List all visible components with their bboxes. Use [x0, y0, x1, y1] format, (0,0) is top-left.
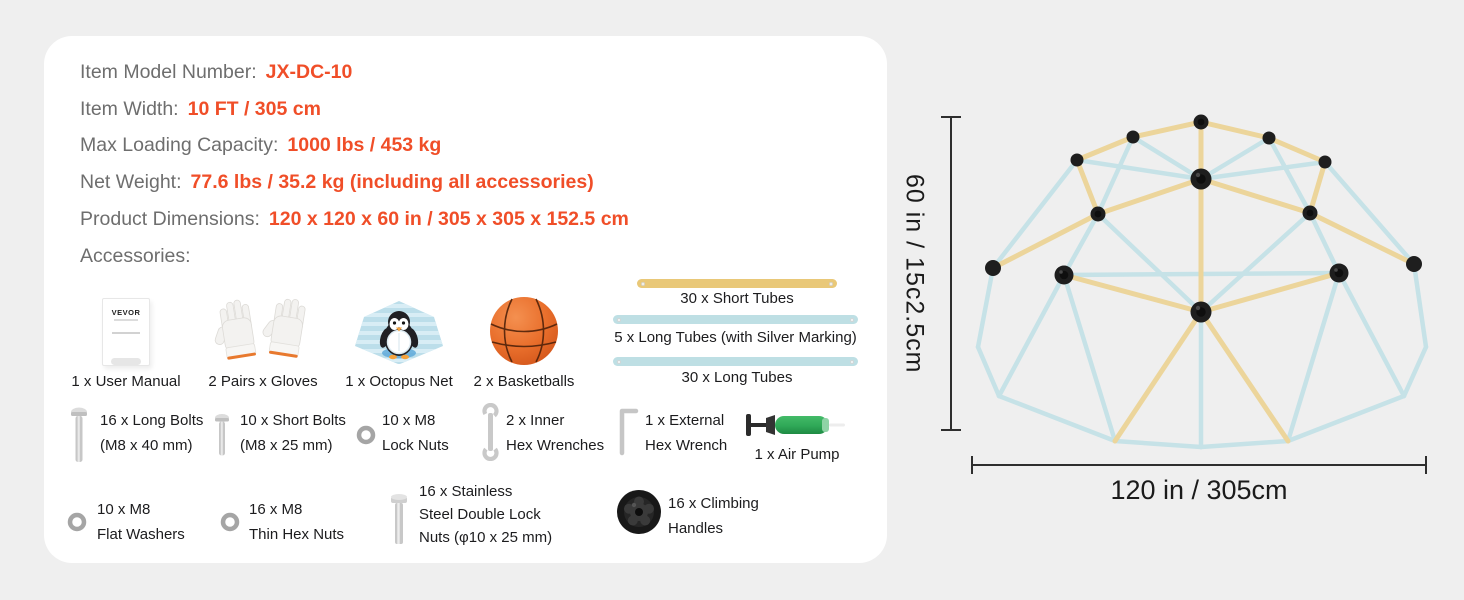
- thin-hex-nut-icon: [220, 512, 240, 532]
- width-dim-cap-right: [1425, 456, 1427, 474]
- spec-row-dimensions: Product Dimensions: 120 x 120 x 60 in / …: [80, 201, 629, 238]
- climbing-handle-icon: [617, 490, 661, 534]
- penguin: [379, 311, 419, 360]
- accessory-label: 1 x Octopus Net: [345, 373, 453, 390]
- double-lock-nuts-label: 16 x Stainless Steel Double Lock Nuts (φ…: [419, 483, 553, 546]
- blue-struts: [975, 134, 1429, 450]
- flat-washer-icon: [67, 512, 87, 532]
- tube-label-silver: 5 x Long Tubes (with Silver Marking): [614, 329, 857, 346]
- spec-value: JX-DC-10: [265, 60, 353, 83]
- accessory-basketballs: 2 x Basketballs: [454, 290, 594, 390]
- spec-card: [44, 36, 887, 563]
- width-dim-label: 120 in / 305cm: [1110, 475, 1288, 505]
- external-hex-wrench-label: 1 x External Hex Wrench: [645, 412, 728, 454]
- short-bolts-label: 10 x Short Bolts (M8 x 25 mm): [240, 412, 346, 454]
- hub-connectors: [985, 114, 1422, 323]
- vevor-logo: VEVOR: [111, 308, 141, 317]
- accessory-user-manual: VEVOR 1 x User Manual: [56, 290, 196, 390]
- spec-row-weight: Net Weight: 77.6 lbs / 35.2 kg (includin…: [80, 164, 629, 201]
- long-tube-silver-icon: [613, 315, 858, 324]
- climbing-dome-illustration: [975, 114, 1429, 450]
- tube-label-short: 30 x Short Tubes: [680, 290, 794, 307]
- hex-key-icon: [619, 408, 639, 456]
- spec-row-width: Item Width: 10 FT / 305 cm: [80, 91, 629, 128]
- basketball-icon: [490, 297, 558, 365]
- width-dim-line: [971, 464, 1427, 466]
- spec-label: Item Model Number:: [80, 60, 257, 83]
- accessory-octopus-net: 1 x Octopus Net: [329, 290, 469, 390]
- height-dim-cap-bottom: [941, 429, 961, 431]
- hex-wrench-icon: [482, 403, 499, 461]
- short-bolt-icon: [215, 414, 229, 456]
- spec-label: Max Loading Capacity:: [80, 134, 279, 157]
- spec-label: Item Width:: [80, 97, 179, 120]
- long-tube-icon: [613, 357, 858, 366]
- spec-value: 1000 lbs / 453 kg: [287, 134, 442, 157]
- accessory-label: 2 x Basketballs: [473, 373, 575, 390]
- spec-value: 10 FT / 305 cm: [187, 97, 321, 120]
- spec-label: Product Dimensions:: [80, 208, 260, 231]
- accessory-label: 1 x User Manual: [71, 373, 181, 390]
- air-pump-icon: [746, 414, 845, 436]
- user-manual-icon: VEVOR: [102, 298, 150, 366]
- double-lock-nut-icon: [391, 494, 407, 544]
- accessory-label: 2 Pairs x Gloves: [208, 373, 318, 390]
- spec-value: 77.6 lbs / 35.2 kg (including all access…: [190, 171, 594, 194]
- flat-washers-label: 10 x M8 Flat Washers: [97, 501, 185, 543]
- lock-nuts-label: 10 x M8 Lock Nuts: [382, 412, 449, 454]
- climbing-handles-label: 16 x Climbing Handles: [668, 495, 759, 537]
- accessories-title: Accessories:: [80, 244, 191, 267]
- air-pump-label: 1 x Air Pump: [754, 446, 840, 463]
- thin-hex-nuts-label: 16 x M8 Thin Hex Nuts: [249, 501, 345, 543]
- octopus-net-icon: [355, 301, 443, 364]
- gloves-icon: [212, 294, 307, 363]
- accessory-gloves: 2 Pairs x Gloves: [193, 290, 333, 390]
- long-bolts-label: 16 x Long Bolts (M8 x 40 mm): [100, 412, 204, 454]
- height-dim-label: 60 in / 15c2.5cm: [900, 174, 929, 374]
- short-tube-icon: [637, 279, 837, 288]
- spec-row-model: Item Model Number: JX-DC-10: [80, 54, 629, 91]
- spec-row-capacity: Max Loading Capacity: 1000 lbs / 453 kg: [80, 128, 629, 165]
- long-bolt-icon: [71, 407, 87, 462]
- height-dim-line: [950, 117, 952, 431]
- tube-label-long: 30 x Long Tubes: [681, 369, 793, 386]
- yellow-struts: [990, 119, 1417, 444]
- lock-nut-icon: [356, 425, 376, 445]
- inner-hex-wrenches-label: 2 x Inner Hex Wrenches: [506, 412, 605, 454]
- spec-list: Item Model Number: JX-DC-10 Item Width: …: [80, 54, 629, 275]
- spec-value: 120 x 120 x 60 in / 305 x 305 x 152.5 cm: [268, 208, 629, 231]
- spec-label: Net Weight:: [80, 171, 182, 194]
